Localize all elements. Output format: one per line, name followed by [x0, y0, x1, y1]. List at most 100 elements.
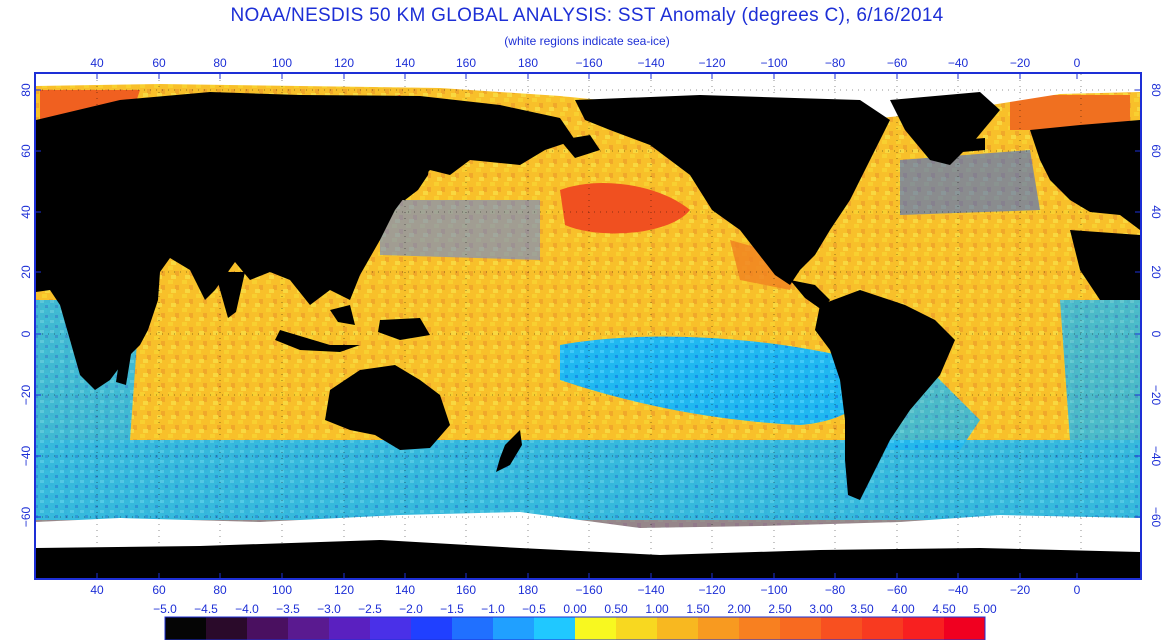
lon-tick-label: 180: [518, 583, 538, 597]
lon-tick-label: 180: [518, 56, 538, 70]
colorbar-swatch: [944, 617, 985, 640]
lon-tick-label: 100: [272, 583, 292, 597]
colorbar-swatch: [862, 617, 903, 640]
colorbar-swatch: [657, 617, 698, 640]
lon-tick-label: 160: [456, 56, 476, 70]
colorbar-label: 4.50: [932, 602, 956, 616]
lat-tick-label: 60: [1149, 144, 1163, 158]
colorbar-label: −4.0: [235, 602, 259, 616]
lon-tick-label: −60: [887, 583, 908, 597]
lon-tick-label: −120: [698, 583, 725, 597]
colorbar-swatch: [616, 617, 657, 640]
colorbar-swatch: [780, 617, 821, 640]
colorbar-swatch: [329, 617, 370, 640]
lat-tick-label: 20: [19, 265, 33, 279]
colorbar-label: 3.00: [809, 602, 833, 616]
colorbar-label: 1.00: [645, 602, 669, 616]
lat-tick-label: −40: [19, 445, 33, 466]
colorbar-label: 0.00: [563, 602, 587, 616]
lon-tick-label: 60: [152, 56, 166, 70]
lon-tick-label: −20: [1010, 583, 1031, 597]
lat-labels-left: 80 60 40 20 0 −20 −40 −60: [19, 83, 33, 527]
lon-tick-label: 60: [152, 583, 166, 597]
arctic-sea-ice: [36, 74, 1140, 150]
colorbar-swatch: [534, 617, 575, 640]
colorbar: [164, 616, 986, 640]
lon-tick-label: −80: [825, 583, 846, 597]
colorbar-label: 5.00: [973, 602, 997, 616]
lat-tick-label: −60: [19, 506, 33, 527]
colorbar-label: 1.50: [686, 602, 710, 616]
lat-tick-label: 20: [1149, 265, 1163, 279]
colorbar-label: 3.50: [850, 602, 874, 616]
lon-labels-bottom: 40 60 80 100 120 140 160 180 −160 −140 −120 −100 −80…: [90, 583, 1080, 597]
lon-tick-label: 120: [334, 56, 354, 70]
colorbar-swatch: [903, 617, 944, 640]
colorbar-swatch: [165, 617, 206, 640]
lat-labels-right: 80 60 40 20 0 −20 −40 −60: [1149, 83, 1163, 527]
colorbar-label: −5.0: [153, 602, 177, 616]
colorbar-swatch: [247, 617, 288, 640]
lat-tick-label: −20: [1149, 385, 1163, 406]
colorbar-label: 2.00: [727, 602, 751, 616]
colorbar-swatch: [411, 617, 452, 640]
colorbar-swatch: [575, 617, 616, 640]
colorbar-labels: −5.0 −4.5 −4.0 −3.5 −3.0 −2.5 −2.0 −1.5 −1.0 −0.5…: [153, 602, 997, 616]
lat-tick-label: 40: [1149, 205, 1163, 219]
lon-tick-label: −140: [637, 56, 664, 70]
lon-tick-label: −80: [825, 56, 846, 70]
lat-tick-label: 80: [19, 83, 33, 97]
colorbar-swatch: [370, 617, 411, 640]
colorbar-swatch: [698, 617, 739, 640]
lon-tick-label: −160: [575, 583, 602, 597]
lon-tick-label: 140: [395, 56, 415, 70]
colorbar-swatch: [739, 617, 780, 640]
lon-tick-label: −60: [887, 56, 908, 70]
lon-tick-label: −100: [760, 583, 787, 597]
colorbar-label: −3.0: [317, 602, 341, 616]
lon-tick-label: 120: [334, 583, 354, 597]
lat-tick-label: 80: [1149, 83, 1163, 97]
gridlines: [36, 74, 1140, 578]
lon-tick-label: 100: [272, 56, 292, 70]
colorbar-label: −1.0: [481, 602, 505, 616]
lon-tick-label: −40: [948, 583, 969, 597]
map-subtitle: (white regions indicate sea-ice): [504, 34, 670, 48]
lon-tick-label: −100: [760, 56, 787, 70]
lon-tick-label: 0: [1074, 583, 1081, 597]
colorbar-swatch: [821, 617, 862, 640]
colorbar-swatch: [206, 617, 247, 640]
lon-tick-label: −140: [637, 583, 664, 597]
lon-tick-label: −160: [575, 56, 602, 70]
lat-tick-label: −40: [1149, 446, 1163, 467]
colorbar-label: −2.5: [358, 602, 382, 616]
colorbar-swatch: [288, 617, 329, 640]
lon-tick-label: 80: [213, 583, 227, 597]
colorbar-label: 4.00: [891, 602, 915, 616]
colorbar-label: −0.5: [522, 602, 546, 616]
lon-labels-top: 40 60 80 100 120 140 160 180 −160 −140 −120 −100 −80…: [90, 56, 1080, 70]
colorbar-label: −4.5: [194, 602, 218, 616]
lon-tick-label: 80: [213, 56, 227, 70]
lat-tick-label: 0: [19, 330, 33, 337]
map-frame: [34, 72, 1142, 580]
lat-tick-label: −20: [19, 384, 33, 405]
lon-tick-label: 0: [1074, 56, 1081, 70]
map-body: [36, 74, 1140, 578]
colorbar-label: −1.5: [440, 602, 464, 616]
lon-tick-label: 140: [395, 583, 415, 597]
lat-tick-label: 0: [1149, 331, 1163, 338]
colorbar-label: −3.5: [276, 602, 300, 616]
colorbar-swatch: [493, 617, 534, 640]
lat-tick-label: 60: [19, 144, 33, 158]
lon-tick-label: 160: [456, 583, 476, 597]
lat-tick-label: −60: [1149, 507, 1163, 528]
lon-tick-label: −20: [1010, 56, 1031, 70]
colorbar-swatch: [452, 617, 493, 640]
lon-tick-label: −40: [948, 56, 969, 70]
lon-tick-label: 40: [90, 583, 104, 597]
lon-tick-label: −120: [698, 56, 725, 70]
axis-ticks: [35, 73, 1141, 579]
landmasses: [36, 92, 1140, 578]
